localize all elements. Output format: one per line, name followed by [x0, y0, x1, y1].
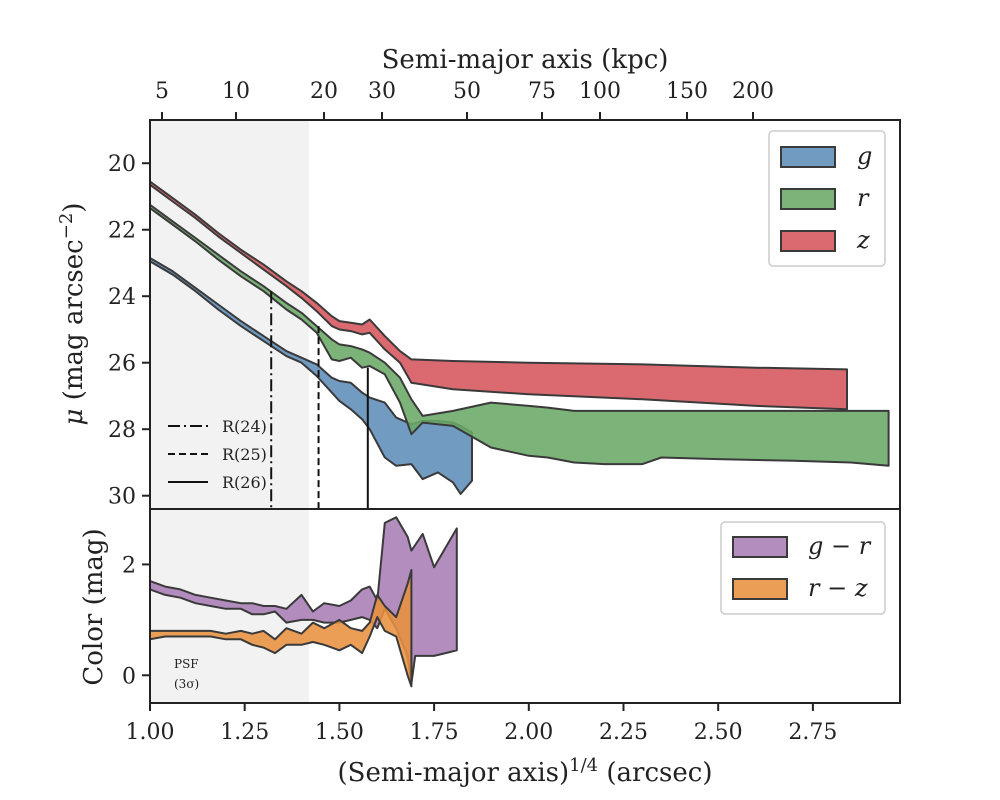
legend-label-g: g	[857, 142, 872, 170]
y-tick-label: 26	[108, 352, 136, 377]
band-z	[150, 180, 848, 411]
x-tick-label: 1.25	[220, 720, 269, 745]
color-legend-swatch	[732, 578, 788, 600]
color-y-tick-label: 0	[122, 664, 136, 689]
marker-legend-label: R(26)	[222, 473, 267, 492]
color-y-axis-title: Color (mag)	[79, 528, 109, 685]
legend-swatch-z	[780, 230, 836, 252]
top-tick-label: 150	[666, 79, 708, 104]
color-legend-label: g − r	[808, 532, 872, 560]
surface-brightness-panel: 5 10 20 30 50 75 100 150 200 20 22 24 26 28 30 Semi-m…	[56, 45, 901, 510]
x-tick-label: 2.25	[599, 720, 648, 745]
color-legend-swatch	[732, 536, 788, 558]
radius-markers	[270, 291, 369, 509]
top-axis-ticks: 5 10 20 30 50 75 100 150 200	[155, 79, 774, 120]
top-tick-label: 200	[732, 79, 774, 104]
top-tick-label: 50	[453, 79, 481, 104]
color-legend: g − r r − z	[720, 521, 886, 615]
top-tick-label: 10	[222, 79, 250, 104]
legend-label-r: r	[857, 184, 870, 212]
legend-swatch-g	[780, 146, 836, 168]
x-tick-label: 2.00	[504, 720, 553, 745]
top-tick-label: 75	[528, 79, 556, 104]
top-tick-label: 30	[368, 79, 396, 104]
color-y-ticks: 02	[122, 553, 150, 689]
y-tick-label: 22	[108, 219, 136, 244]
band-g	[150, 257, 473, 495]
color-legend-label: r − z	[808, 574, 868, 602]
y-tick-label: 24	[108, 285, 136, 310]
color-y-tick-label: 2	[122, 553, 136, 578]
psf-label: PSF	[174, 657, 199, 671]
surface-brightness-y-axis-title: μ (mag arcsec−2)	[56, 203, 90, 426]
x-tick-label: 1.00	[126, 720, 175, 745]
top-tick-label: 5	[155, 79, 169, 104]
radius-marker-legend: R(24) R(25) R(26)	[168, 417, 267, 492]
legend-swatch-r	[780, 188, 836, 210]
band-color-0	[150, 516, 458, 685]
bottom-x-axis-ticks: 1.00 1.25 1.50 1.75 2.00 2.25 2.50 2.75	[126, 703, 837, 745]
bottom-x-axis-title: (Semi-major axis)1/4 (arcsec)	[338, 755, 713, 789]
surface-brightness-series	[150, 180, 890, 495]
y-tick-label: 20	[108, 152, 136, 177]
y-tick-label: 30	[108, 485, 136, 510]
y-tick-label: 28	[108, 418, 136, 443]
x-tick-label: 2.50	[694, 720, 743, 745]
band-color-1	[150, 569, 413, 688]
psf-sublabel: (3σ)	[174, 677, 199, 691]
marker-legend-label: R(24)	[222, 417, 267, 436]
surface-brightness-y-ticks: 20 22 24 26 28 30	[108, 152, 150, 510]
top-tick-label: 100	[579, 79, 621, 104]
color-panel: 1.00 1.25 1.50 1.75 2.00 2.25 2.50 2.75 02 PSF …	[79, 508, 901, 789]
top-x-axis-title: Semi-major axis (kpc)	[382, 45, 669, 75]
x-tick-label: 1.75	[410, 720, 459, 745]
band-r	[150, 203, 890, 467]
bottom-panel-frame	[149, 508, 901, 704]
top-tick-label: 20	[310, 79, 338, 104]
legend-label-z: z	[856, 226, 870, 254]
marker-legend-label: R(25)	[222, 445, 267, 464]
surface-brightness-legend: grz	[768, 130, 886, 267]
x-tick-label: 2.75	[788, 720, 837, 745]
x-tick-label: 1.50	[315, 720, 364, 745]
color-series	[150, 516, 458, 688]
